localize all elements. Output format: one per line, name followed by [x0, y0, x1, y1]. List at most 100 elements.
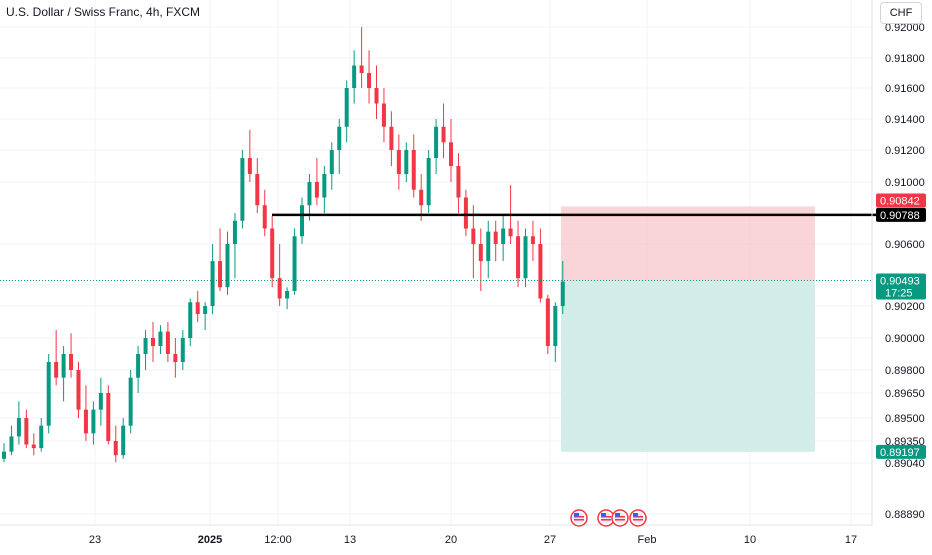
- price-label-line: 0.90788: [876, 207, 926, 222]
- candle-body: [374, 88, 379, 104]
- candle: [16, 401, 21, 445]
- candle: [389, 111, 394, 166]
- candle: [456, 153, 461, 213]
- candle: [247, 129, 252, 182]
- candle: [463, 189, 468, 237]
- us-flag-event-icon[interactable]: [597, 509, 615, 527]
- time-tick-label: 20: [445, 534, 457, 546]
- candle: [180, 330, 185, 370]
- candle-body: [106, 393, 111, 441]
- candle-body: [69, 354, 74, 370]
- flag-stripe: [574, 516, 584, 518]
- candle-body: [39, 425, 44, 449]
- position-tool[interactable]: [561, 206, 815, 452]
- candle-body: [151, 338, 155, 346]
- candle-body: [173, 354, 178, 362]
- candle-body: [501, 228, 506, 244]
- candle-body: [538, 244, 543, 299]
- candle-body: [158, 331, 163, 346]
- candle-body: [136, 354, 141, 378]
- us-flag-event-icon[interactable]: [629, 509, 647, 527]
- candle: [225, 231, 230, 295]
- candle: [471, 205, 476, 279]
- price-label-bg: [876, 273, 926, 300]
- candle-body: [76, 370, 81, 410]
- take-profit-zone[interactable]: [561, 280, 815, 452]
- candle-body: [389, 126, 394, 150]
- price-tick-label: 0.91200: [885, 145, 925, 157]
- candle-body: [180, 338, 185, 362]
- price-axis[interactable]: 0.92000 0.91800 0.91600 0.91400 0.91200 0.910…: [871, 0, 925, 525]
- candle-body: [277, 278, 282, 299]
- candle: [218, 228, 223, 291]
- time-axis[interactable]: 23 2025 12:00 13 20 27 Feb 10 17: [0, 524, 872, 546]
- candle: [560, 261, 565, 314]
- candle-body: [307, 182, 312, 206]
- price-tick-label: 0.89650: [885, 388, 925, 400]
- stop-loss-zone[interactable]: [561, 206, 815, 281]
- time-tick-label: 27: [544, 534, 556, 546]
- candle: [240, 150, 245, 229]
- candle-body: [46, 362, 51, 426]
- candle-body: [471, 228, 476, 244]
- candle: [61, 346, 66, 402]
- flag-stripe: [574, 519, 584, 521]
- flag-stripe: [633, 516, 643, 518]
- price-label-countdown: 17:25: [885, 288, 913, 300]
- candle-body: [270, 228, 275, 279]
- flag-stripe: [633, 519, 643, 521]
- time-tick-label: Feb: [638, 534, 657, 546]
- us-flag-event-icon[interactable]: [611, 509, 629, 527]
- candle-body: [285, 291, 290, 299]
- candle: [553, 302, 558, 362]
- candle: [374, 65, 379, 119]
- candle: [337, 119, 342, 174]
- candle-body: [9, 436, 14, 452]
- candle: [24, 409, 29, 449]
- candle-body: [530, 236, 535, 244]
- candle: [411, 134, 416, 198]
- candle-body: [165, 331, 170, 354]
- candle: [136, 346, 141, 393]
- candle-body: [2, 451, 6, 459]
- candle: [322, 166, 327, 213]
- candle-body: [426, 158, 431, 206]
- price-label-text: 0.90842: [880, 195, 920, 207]
- candle: [434, 119, 439, 174]
- candle: [530, 220, 535, 262]
- candle: [300, 197, 304, 244]
- candle-body: [411, 150, 416, 190]
- candle: [493, 220, 498, 262]
- candle-body: [24, 418, 29, 445]
- price-tick-label: 0.89800: [885, 365, 925, 377]
- candle-body: [337, 126, 342, 150]
- candle: [523, 228, 528, 288]
- candle-body: [344, 88, 349, 127]
- candle-body: [508, 228, 513, 237]
- candle: [516, 220, 521, 288]
- flag-canton: [615, 513, 620, 517]
- us-flag-event-icon[interactable]: [570, 509, 588, 527]
- price-tick-label: 0.89040: [885, 458, 925, 470]
- candle: [39, 418, 44, 452]
- event-markers[interactable]: [570, 509, 647, 527]
- price-tick-label: 0.91400: [885, 114, 925, 126]
- candle-body: [91, 409, 96, 434]
- price-tick-label: 0.90200: [885, 301, 925, 313]
- candle: [91, 401, 96, 445]
- price-label-text: 0.90493: [880, 276, 920, 288]
- price-label-bg: [876, 193, 926, 208]
- candle: [143, 330, 148, 370]
- candle-body: [493, 231, 498, 244]
- candle-body: [98, 393, 103, 410]
- flag-canton: [574, 513, 579, 517]
- currency-button[interactable]: CHF: [880, 2, 922, 24]
- candle-body: [486, 231, 491, 262]
- candle: [128, 370, 133, 434]
- candle-body: [195, 302, 200, 314]
- price-tick-label: 0.92000: [885, 22, 925, 34]
- candle: [98, 377, 103, 426]
